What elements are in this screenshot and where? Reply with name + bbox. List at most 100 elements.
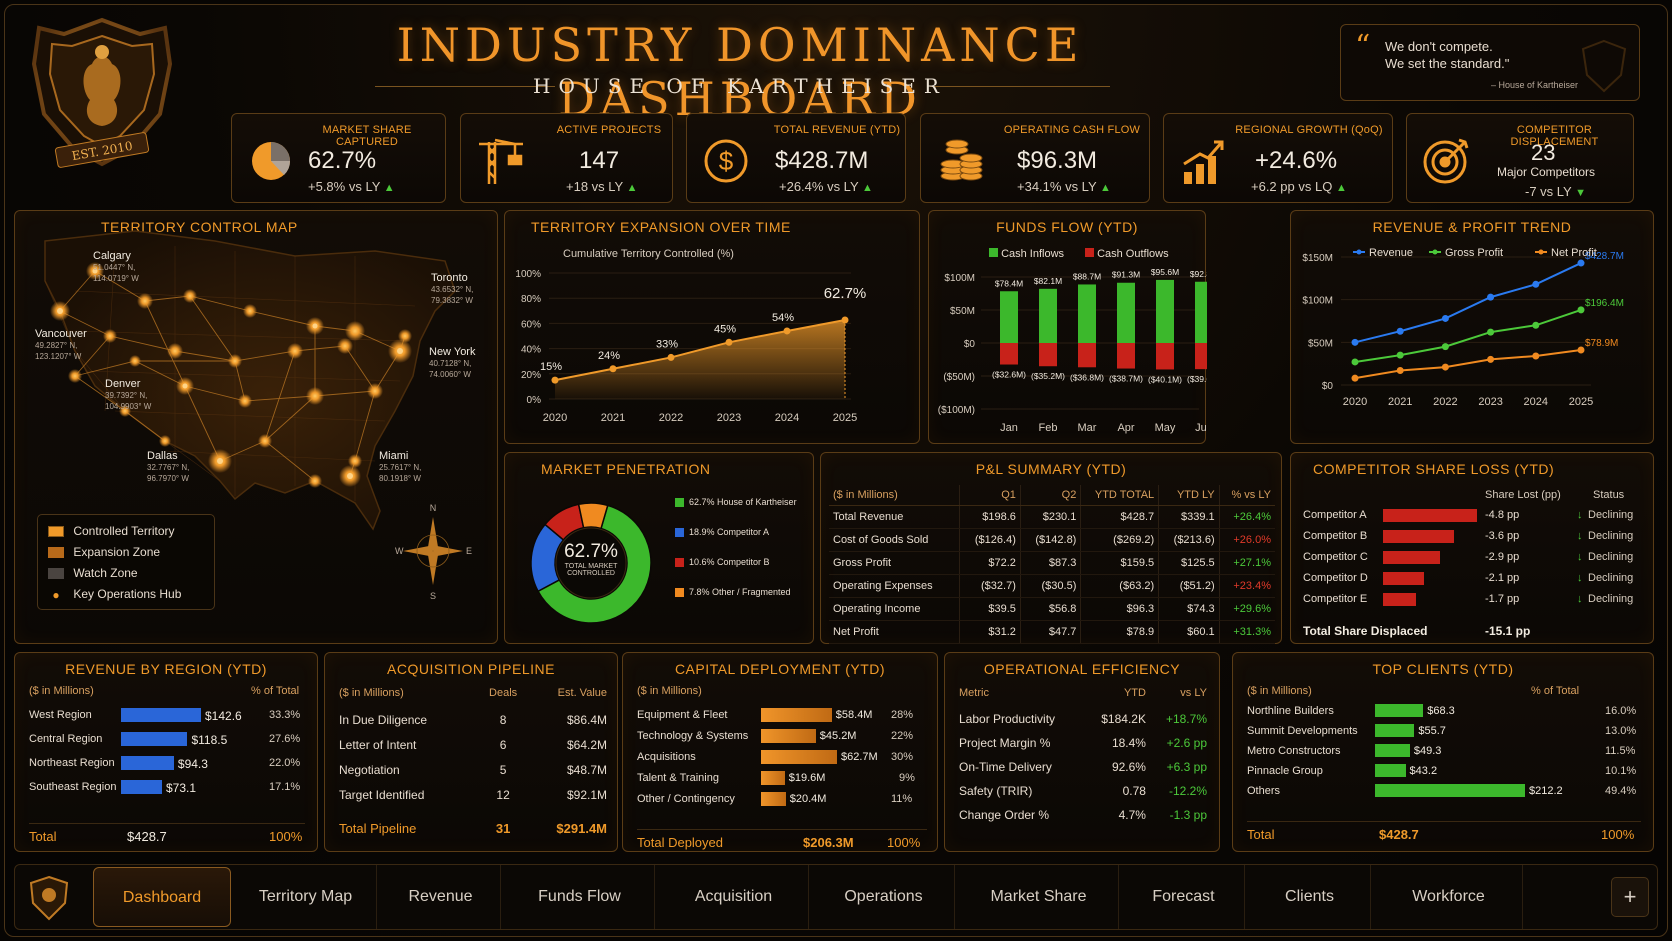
territory-map[interactable] [15, 211, 499, 645]
client-bar [1375, 724, 1415, 737]
total-share-value: -15.1 pp [1485, 624, 1531, 638]
donut-legend-item: 62.7% House of Kartheiser [675, 497, 797, 508]
expansion-area [555, 319, 845, 399]
kpi-value: +24.6% [1255, 147, 1338, 174]
col-header: % of Total [251, 685, 300, 697]
pl-summary-table: ($ in Millions) Q1 Q2 YTD TOTAL YTD LY% vs L… [829, 485, 1275, 644]
kpi-active-projects[interactable]: ACTIVE PROJECTS 147 +18 vs LY ▲ [460, 113, 673, 203]
trend-point [1351, 374, 1359, 382]
client-name: Metro Constructors [1247, 745, 1341, 757]
subtitle-divider [930, 86, 1110, 87]
add-tab-button[interactable]: + [1611, 877, 1649, 917]
donut-slice [577, 502, 609, 530]
legend-label: Key Operations Hub [73, 587, 182, 601]
table-cell: $428.7 [1080, 505, 1159, 529]
kpi-operating-cash-flow[interactable]: OPERATING CASH FLOW $96.3M +34.1% vs LY … [920, 113, 1150, 203]
market-penetration-panel: MARKET PENETRATION 62.7% TOTAL MARKET CO… [504, 452, 814, 644]
up-arrow-icon: ▲ [383, 182, 395, 194]
kpi-market-share[interactable]: MARKET SHARE CAPTURED 62.7% +5.8% vs LY … [231, 113, 446, 203]
col-header: ($ in Millions) [29, 685, 94, 697]
table-cell: 6 [499, 737, 507, 752]
capital-bar [761, 729, 816, 743]
table-cell: $86.4M [566, 712, 607, 727]
outflow-bar [1078, 343, 1096, 368]
kpi-regional-growth[interactable]: REGIONAL GROWTH (QoQ) +24.6% +6.2 pp vs … [1163, 113, 1393, 203]
outflow-bar [1156, 343, 1174, 370]
legend-swatch [989, 248, 998, 257]
nav-tab-operations[interactable]: Operations [813, 865, 955, 929]
coin-stack-icon [940, 139, 983, 181]
panel-title: P&L SUMMARY (YTD) [975, 461, 1127, 477]
nav-tab-forecast[interactable]: Forecast [1123, 865, 1245, 929]
capital-deployment-panel: CAPITAL DEPLOYMENT (YTD) ($ in Millions)… [622, 652, 938, 852]
x-tick-label: 2021 [1388, 396, 1412, 408]
data-label: 24% [598, 350, 620, 362]
city-label-dallas: Dallas 32.7767° N, 96.7970° W [147, 450, 190, 484]
funds-flow-chart[interactable]: $100M $50M $0 ($50M) ($100M) $78.4M ($32.6M) Ja… [929, 211, 1207, 445]
nav-tab-territory-map[interactable]: Territory Map [235, 865, 377, 929]
kpi-value: $96.3M [1017, 147, 1098, 174]
table-cell: Gross Profit [829, 551, 960, 575]
outflow-bar [1117, 343, 1135, 369]
nav-tab-funds-flow[interactable]: Funds Flow [505, 865, 655, 929]
inflow-label: $92.8M [1190, 269, 1207, 279]
nav-tab-revenue[interactable]: Revenue [381, 865, 501, 929]
client-value: $212.2 [1529, 785, 1563, 797]
nav-tab-market-share[interactable]: Market Share [959, 865, 1119, 929]
revenue-profit-trend-chart[interactable]: $0 $50M $100M $150M 2020 2021 2022 2023 2024 2025… [1291, 211, 1655, 445]
crest-small-icon[interactable] [27, 875, 71, 921]
pl-summary-panel: P&L SUMMARY (YTD) ($ in Millions) Q1 Q2 YTD… [820, 452, 1282, 644]
legend-swatch [675, 528, 684, 538]
kpi-competitor-displacement[interactable]: COMPETITOR DISPLACEMENT 23 Major Competi… [1406, 113, 1634, 203]
x-tick-label: 2022 [659, 412, 683, 424]
end-label: $78.9M [1585, 338, 1618, 349]
expansion-point [725, 338, 733, 346]
panel-title: REVENUE & PROFIT TREND [1372, 219, 1572, 235]
table-cell: Project Margin % [959, 736, 1051, 750]
client-value: $55.7 [1418, 725, 1446, 737]
y-tick-label: $50M [950, 306, 975, 317]
table-row: Net Profit $31.2 $47.7 $78.9 $60.1 +31.3% [829, 620, 1275, 644]
table-cell: Net Profit [829, 620, 960, 644]
kpi-label: OPERATING CASH FLOW [1003, 124, 1141, 136]
nav-tab-dashboard[interactable]: Dashboard [93, 867, 231, 927]
total-value: $206.3M [803, 835, 854, 850]
donut-legend-item: 10.6% Competitor B [675, 557, 770, 568]
table-cell: Change Order % [959, 808, 1050, 822]
outflow-label: ($39.6M) [1187, 374, 1207, 384]
city-label-miami: Miami 25.7617° N, 80.1918° W [379, 450, 422, 484]
table-cell: Cost of Goods Sold [829, 528, 960, 552]
panel-title: ACQUISITION PIPELINE [387, 661, 555, 677]
status-label: Declining [1588, 572, 1634, 584]
nav-tab-clients[interactable]: Clients [1249, 865, 1371, 929]
capital-pct: 11% [891, 793, 913, 805]
client-bar [1375, 784, 1525, 797]
region-value: $94.3 [177, 757, 208, 771]
table-cell: 5 [499, 762, 507, 777]
market-penetration-donut[interactable] [511, 483, 671, 643]
table-cell: Total Pipeline [339, 821, 417, 836]
nav-tab-acquisition[interactable]: Acquisition [659, 865, 809, 929]
region-pct: 17.1% [269, 781, 301, 793]
client-pct: 11.5% [1605, 745, 1636, 757]
kpi-total-revenue[interactable]: $ TOTAL REVENUE (YTD) $428.7M +26.4% vs … [686, 113, 906, 203]
city-label-new-york: New York 40.7128° N, 74.0060° W [429, 346, 476, 380]
share-loss-bar [1383, 509, 1477, 522]
column-header: ($ in Millions) [829, 485, 960, 506]
competitor-share-loss-panel: COMPETITOR SHARE LOSS (YTD) Share Lost (… [1290, 452, 1654, 644]
table-cell: Target Identified [339, 787, 425, 802]
share-loss-bar [1383, 551, 1440, 564]
y-tick-label: $100M [1302, 296, 1333, 307]
trend-point [1441, 343, 1449, 351]
share-loss-bar [1383, 530, 1454, 543]
territory-expansion-chart[interactable]: 0% 20% 40% 60% 80% 100% 15% 2020 24% 2021 33% 2022 4… [505, 211, 921, 445]
share-loss-value: -4.8 pp [1485, 509, 1520, 521]
compass-s: S [430, 591, 436, 601]
expansion-line [554, 319, 846, 382]
kpi-change: +6.2 pp vs LQ [1251, 179, 1333, 194]
table-cell: +18.7% [1165, 712, 1207, 726]
nav-tab-workforce[interactable]: Workforce [1375, 865, 1523, 929]
crane-icon [479, 138, 523, 184]
status-label: Declining [1588, 509, 1634, 521]
trend-point [1396, 366, 1404, 374]
